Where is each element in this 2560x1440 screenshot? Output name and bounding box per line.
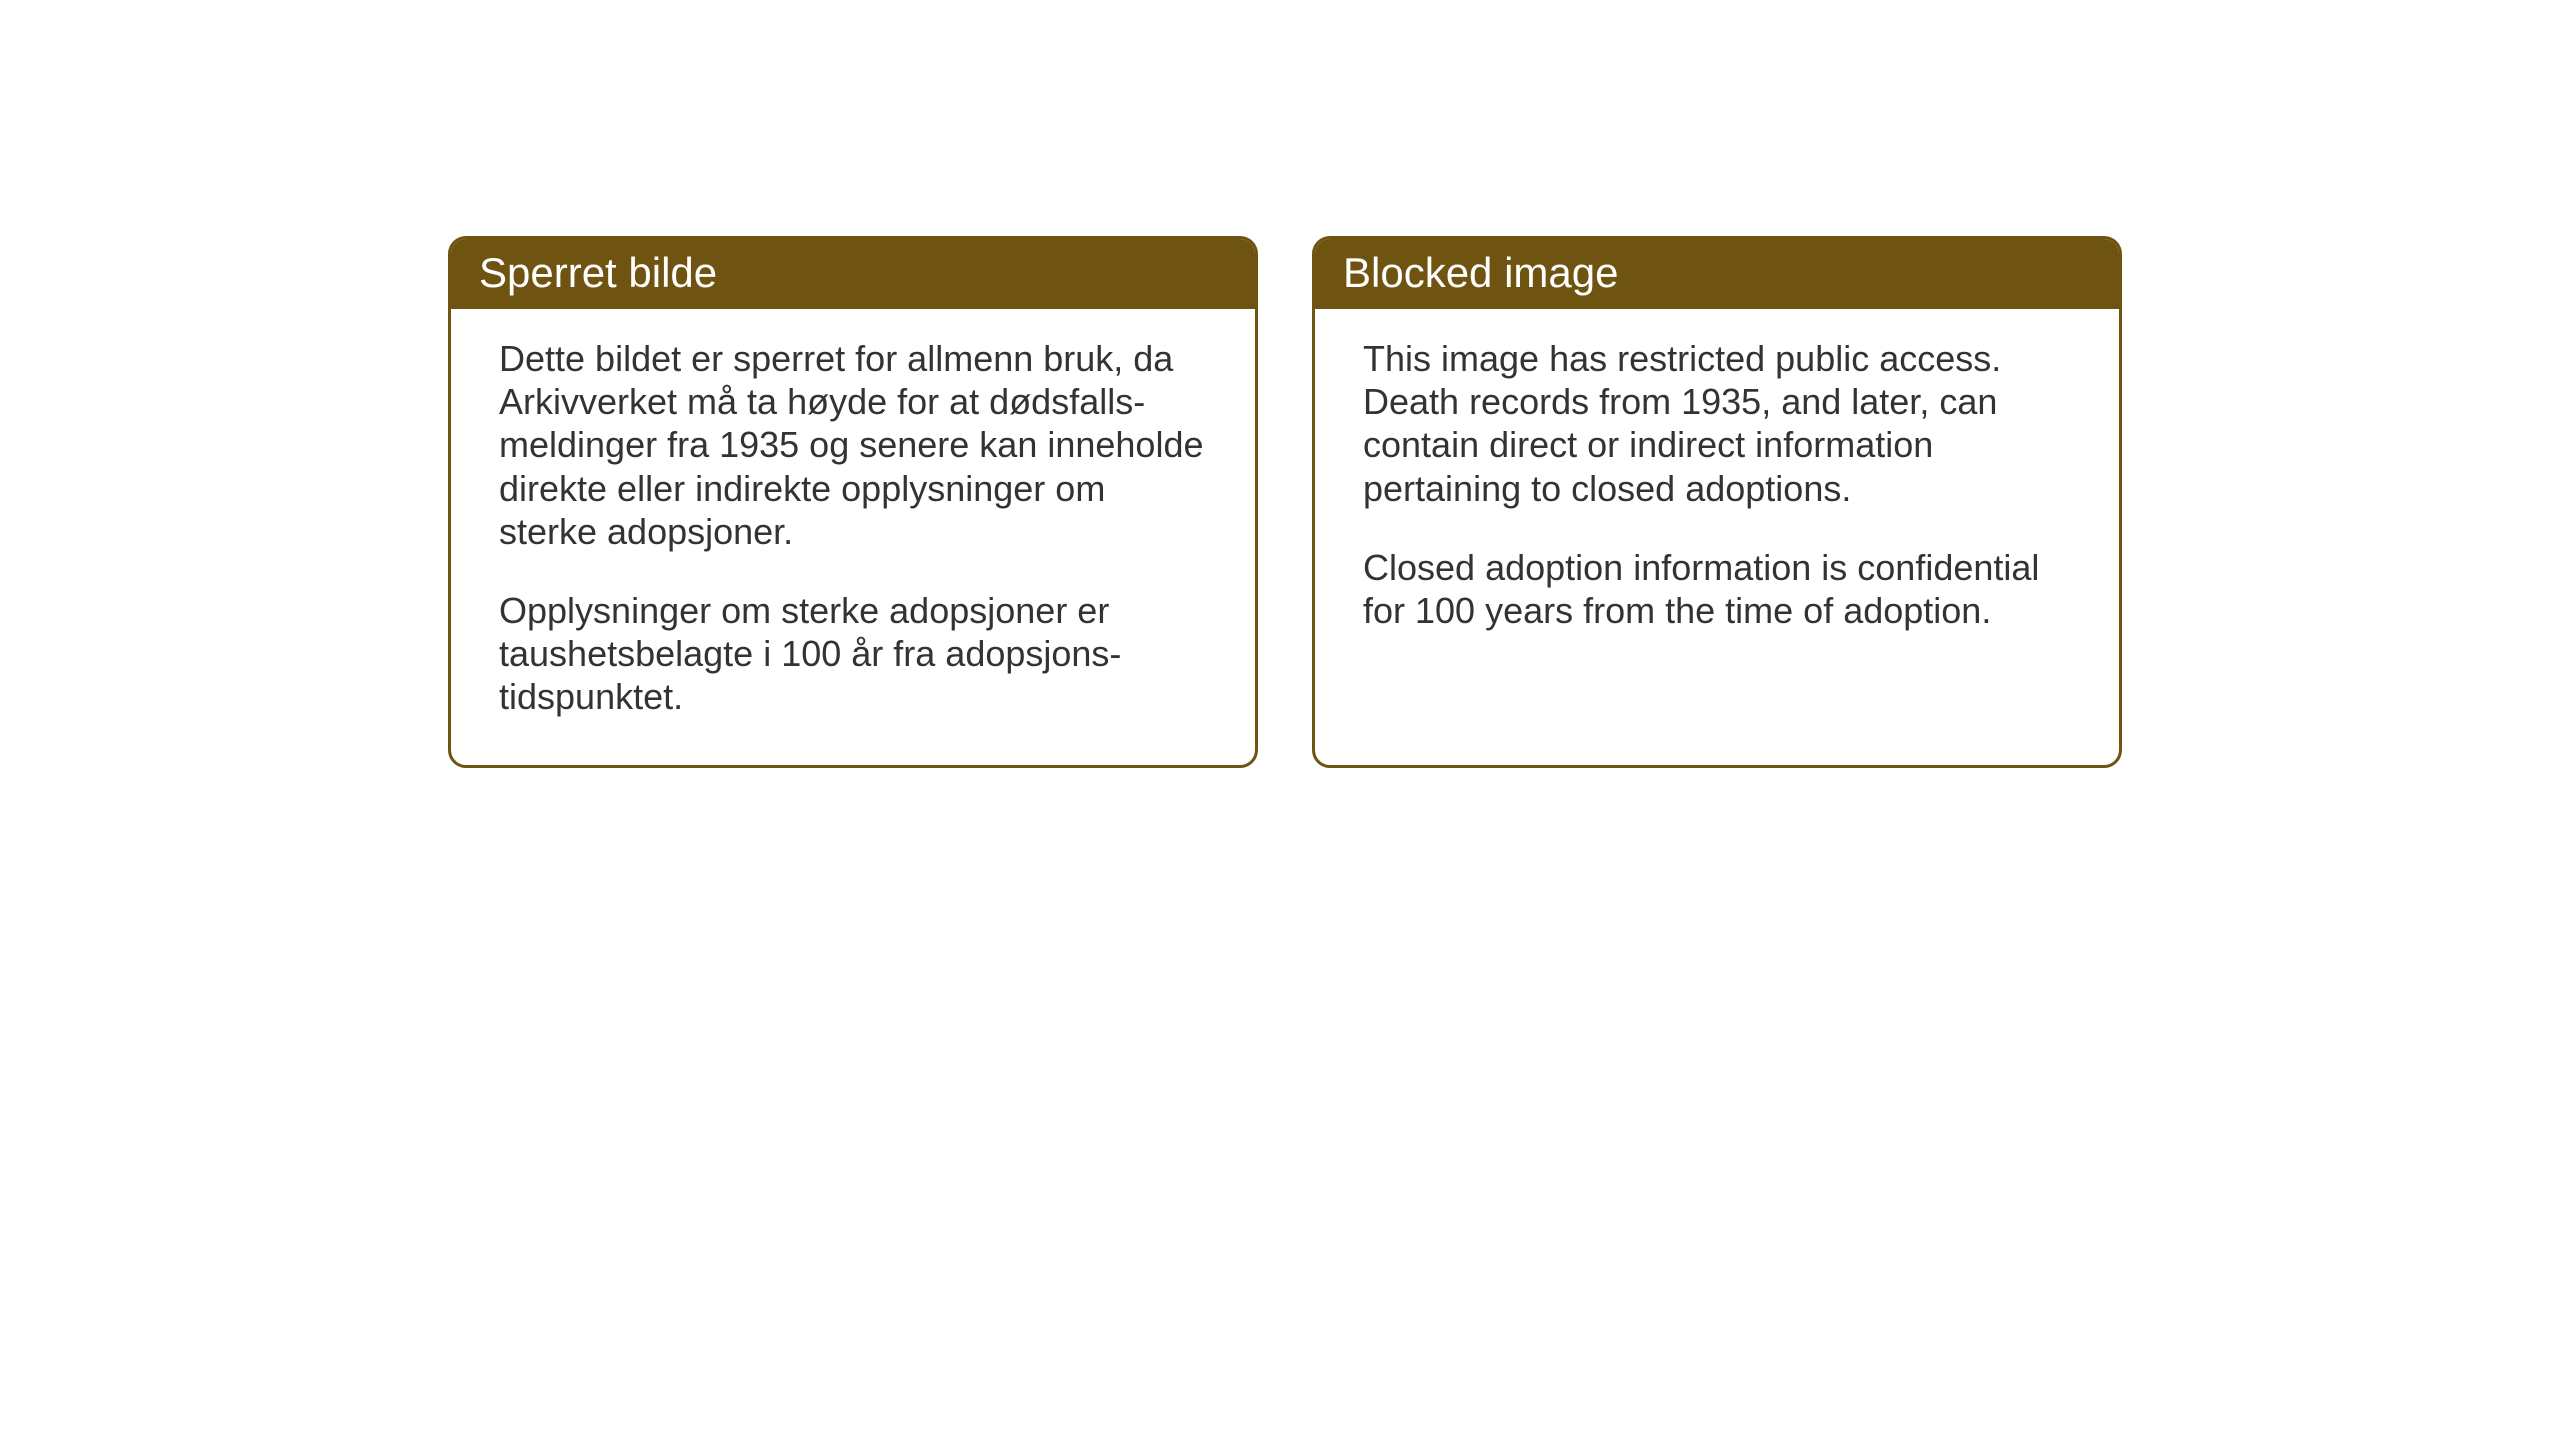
card-norwegian-paragraph-1: Dette bildet er sperret for allmenn bruk…: [499, 337, 1207, 553]
card-norwegian: Sperret bilde Dette bildet er sperret fo…: [448, 236, 1258, 768]
card-english-title: Blocked image: [1343, 249, 1618, 296]
card-norwegian-title: Sperret bilde: [479, 249, 717, 296]
card-norwegian-header: Sperret bilde: [451, 239, 1255, 309]
card-english-paragraph-2: Closed adoption information is confident…: [1363, 546, 2071, 632]
card-norwegian-paragraph-2: Opplysninger om sterke adopsjoner er tau…: [499, 589, 1207, 719]
card-english: Blocked image This image has restricted …: [1312, 236, 2122, 768]
card-norwegian-body: Dette bildet er sperret for allmenn bruk…: [451, 309, 1255, 765]
card-english-body: This image has restricted public access.…: [1315, 309, 2119, 678]
card-english-header: Blocked image: [1315, 239, 2119, 309]
cards-container: Sperret bilde Dette bildet er sperret fo…: [448, 236, 2122, 768]
card-english-paragraph-1: This image has restricted public access.…: [1363, 337, 2071, 510]
